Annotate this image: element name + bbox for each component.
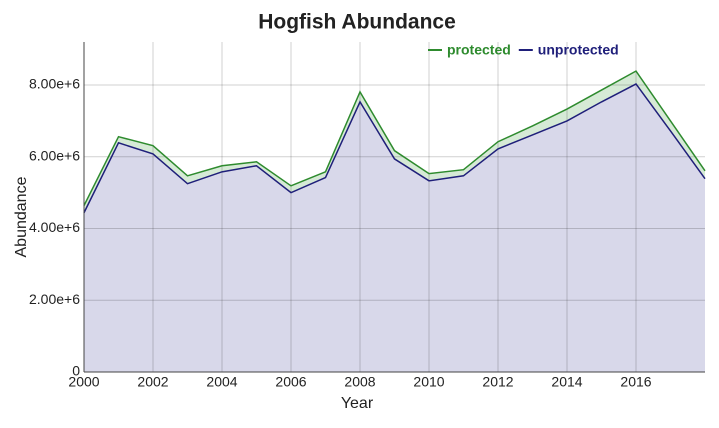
y-tick-label: 4.00e+6 — [29, 219, 80, 235]
legend-label: protected — [447, 42, 511, 58]
area — [84, 83, 705, 372]
y-axis-label: Abundance — [13, 176, 30, 257]
y-tick-label: 2.00e+6 — [29, 291, 80, 307]
line — [83, 70, 706, 206]
chart-title: Hogfish Abundance — [258, 11, 456, 34]
x-tick-label: 2010 — [413, 374, 444, 390]
y-tick-label: 6.00e+6 — [29, 147, 80, 163]
x-axis-label: Year — [341, 395, 374, 412]
y-tick-label: 0 — [72, 363, 80, 379]
x-tick-label: 2012 — [482, 374, 513, 390]
x-tick-label: 2000 — [68, 374, 99, 390]
x-tick-label: 2004 — [206, 374, 237, 390]
x-tick-label: 2014 — [551, 374, 582, 390]
legend-label: unprotected — [538, 42, 619, 58]
x-tick-label: 2008 — [344, 374, 375, 390]
x-tick-label: 2016 — [620, 374, 651, 390]
x-tick-label: 2006 — [275, 374, 306, 390]
y-tick-label: 8.00e+6 — [29, 76, 80, 92]
line — [83, 83, 706, 214]
x-tick-label: 2002 — [137, 374, 168, 390]
